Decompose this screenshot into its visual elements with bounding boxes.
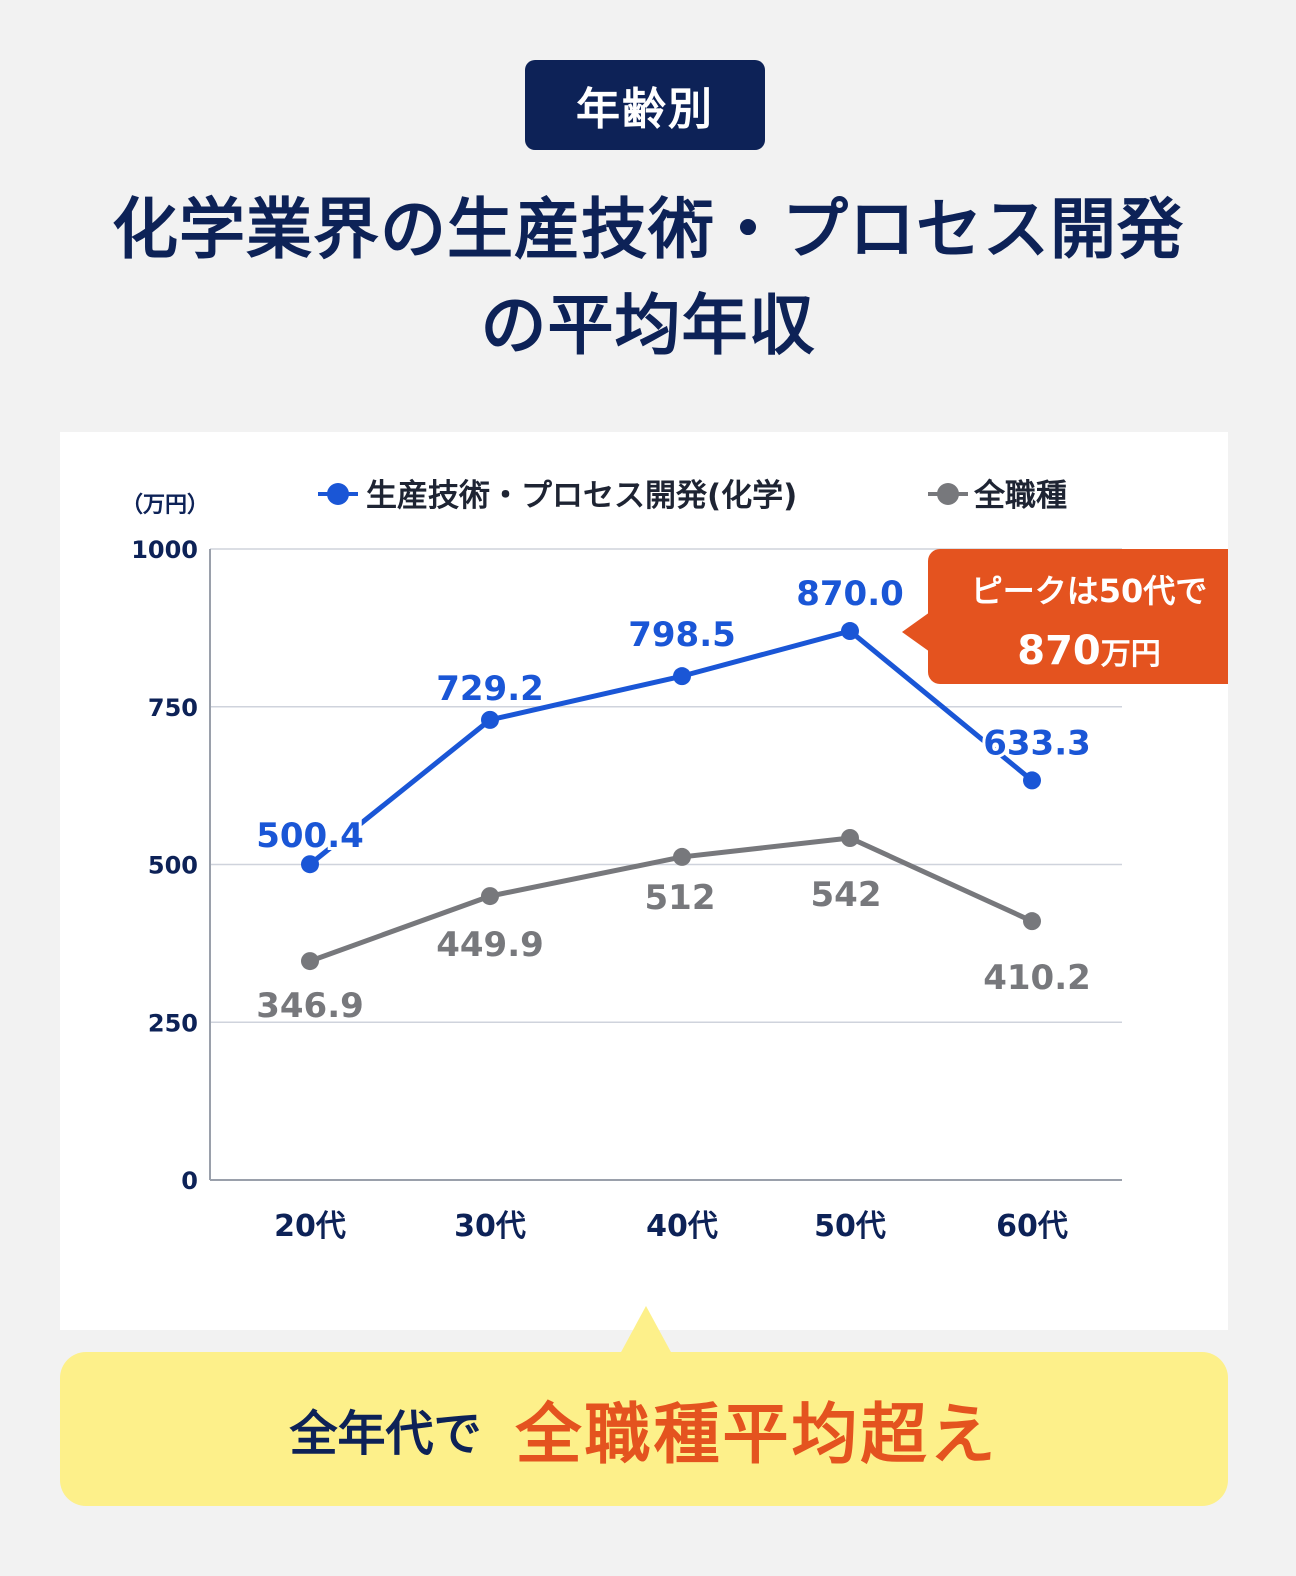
callout-line-1: ピークは50代で	[971, 572, 1208, 610]
data-label: 729.2	[436, 669, 544, 709]
callout-number: 870	[1017, 628, 1101, 674]
data-point	[1023, 771, 1041, 790]
y-tick-label: 500	[148, 852, 198, 880]
data-point	[673, 847, 691, 866]
data-point	[1023, 912, 1041, 931]
summary-bubble: 全年代で 全職種平均超え	[60, 1352, 1228, 1506]
y-tick-label: 750	[148, 694, 198, 722]
y-unit-label: （万円）	[121, 493, 209, 518]
series-line	[308, 628, 1034, 867]
data-label: 410.2	[983, 958, 1091, 998]
callout-line-2: 870万円	[1017, 628, 1161, 674]
line-chart: 0 250 500 750 1000 （万円） 20代 30代 40代 50代 60代 生産技術・プロ…	[121, 478, 1250, 1244]
x-tick-label: 30代	[454, 1209, 526, 1244]
callout-unit: 万円	[1101, 637, 1161, 672]
x-tick-label: 40代	[646, 1209, 718, 1244]
bubble-tail	[620, 1306, 672, 1354]
legend-marker	[937, 483, 959, 505]
data-label: 512	[645, 878, 716, 918]
title-line-1: 化学業界の生産技術・プロセス開発	[112, 191, 1184, 268]
data-label: 633.3	[983, 723, 1091, 763]
data-label: 798.5	[628, 615, 736, 655]
page-title: 化学業界の生産技術・プロセス開発 の平均年収	[30, 182, 1266, 374]
title-line-2: の平均年収	[480, 287, 816, 364]
data-label: 500.4	[256, 816, 364, 856]
data-point	[301, 952, 319, 971]
legend-marker	[327, 483, 349, 505]
data-point	[841, 828, 859, 847]
legend-label: 生産技術・プロセス開発(化学)	[366, 478, 797, 514]
y-tick-label: 1000	[131, 536, 198, 564]
summary-text-lead: 全年代で	[289, 1406, 482, 1462]
data-point	[481, 887, 499, 906]
callout-pointer	[902, 612, 930, 652]
data-label: 542	[811, 875, 882, 915]
chart-card: 0 250 500 750 1000 （万円） 20代 30代 40代 50代 60代 生産技術・プロ…	[60, 432, 1250, 1330]
y-tick-label: 250	[148, 1009, 198, 1037]
data-label: 870.0	[796, 574, 904, 614]
category-badge: 年齢別	[525, 60, 765, 150]
data-label: 449.9	[436, 925, 544, 965]
data-point	[673, 667, 691, 686]
data-label: 346.9	[256, 986, 364, 1026]
x-tick-label: 50代	[814, 1209, 886, 1244]
callout-box	[928, 549, 1250, 684]
y-tick-label: 0	[181, 1167, 198, 1195]
data-point	[841, 622, 859, 641]
legend-label: 全職種	[973, 478, 1067, 514]
summary-text-highlight: 全職種平均超え	[515, 1396, 999, 1473]
x-tick-label: 20代	[274, 1209, 346, 1244]
data-point	[481, 710, 499, 729]
data-point	[301, 855, 319, 874]
x-tick-label: 60代	[996, 1209, 1068, 1244]
